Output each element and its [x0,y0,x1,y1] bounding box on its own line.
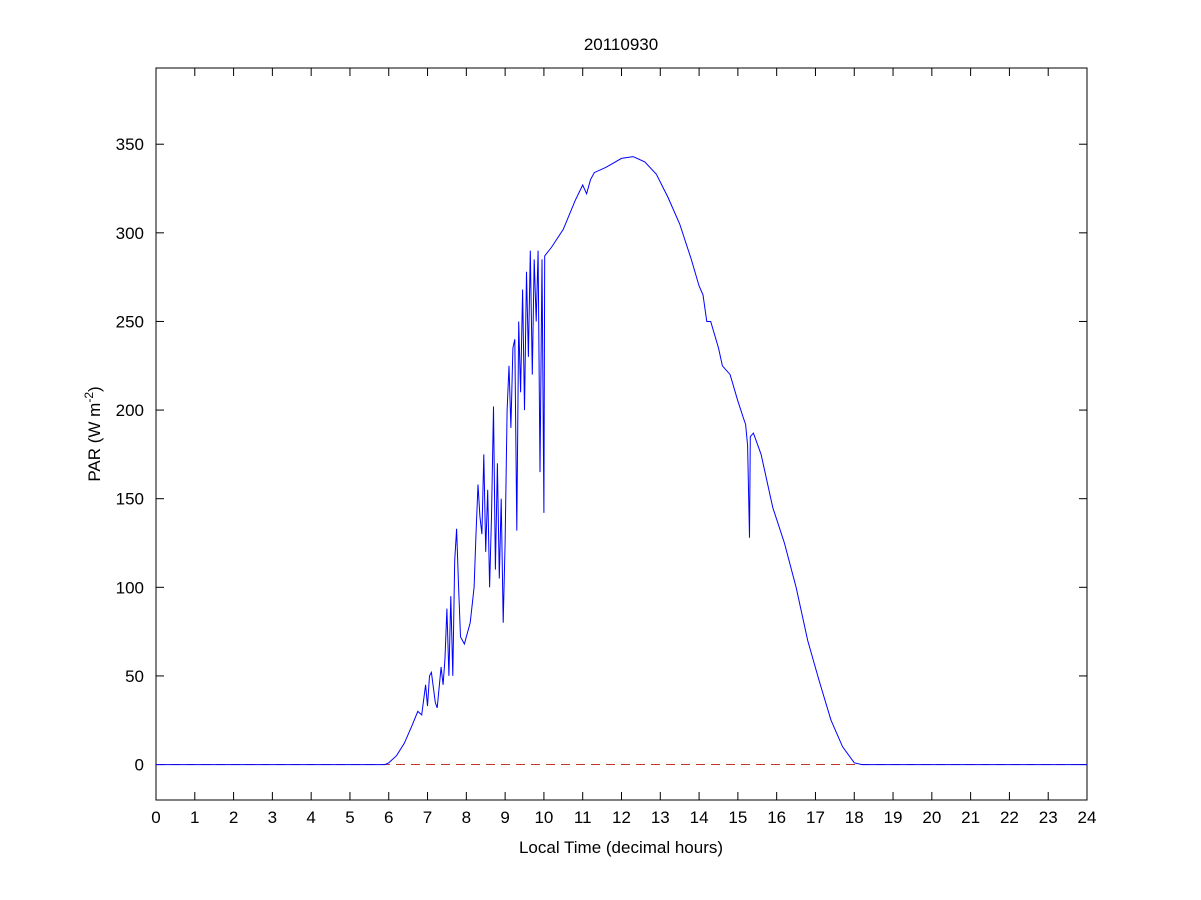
x-tick-label: 19 [884,808,903,827]
x-tick-label: 20 [922,808,941,827]
x-tick-label: 15 [728,808,747,827]
axis-ticks: 0 1 2 3 4 5 6 7 8 9 10 11 12 13 14 15 16 17 18 19 20 21 22 23 24… [116,68,1097,827]
par-series-line [156,156,1087,766]
x-tick-label: 24 [1078,808,1097,827]
y-tick-label: 150 [116,490,144,509]
y-tick-label: 100 [116,578,144,597]
y-tick-label: 250 [116,312,144,331]
x-tick-label: 3 [268,808,277,827]
x-tick-label: 11 [574,808,592,827]
x-tick-label: 4 [306,808,315,827]
y-axis-label: PAR (W m-2) [82,386,104,481]
x-tick-label: 1 [190,808,199,827]
x-tick-label: 5 [345,808,354,827]
y-tick-label: 0 [135,756,144,775]
x-tick-label: 22 [1000,808,1019,827]
x-tick-label: 6 [384,808,393,827]
x-tick-label: 0 [151,808,160,827]
x-axis-label: Local Time (decimal hours) [519,838,723,857]
x-tick-label: 14 [690,808,709,827]
x-tick-label: 9 [500,808,509,827]
x-tick-label: 13 [651,808,670,827]
y-tick-label: 50 [125,667,144,686]
x-tick-label: 12 [612,808,631,827]
x-tick-label: 17 [806,808,825,827]
x-tick-label: 23 [1039,808,1058,827]
x-tick-label: 8 [462,808,471,827]
plot-area [155,67,1088,801]
chart-title: 20110930 [584,35,658,54]
x-tick-label: 18 [845,808,864,827]
x-tick-label: 10 [534,808,553,827]
y-tick-label: 350 [116,135,144,154]
y-tick-label: 300 [116,224,144,243]
x-tick-label: 21 [961,808,980,827]
x-tick-label: 2 [229,808,238,827]
x-tick-label: 7 [423,808,432,827]
x-tick-label: 16 [767,808,786,827]
y-tick-label: 200 [116,401,144,420]
